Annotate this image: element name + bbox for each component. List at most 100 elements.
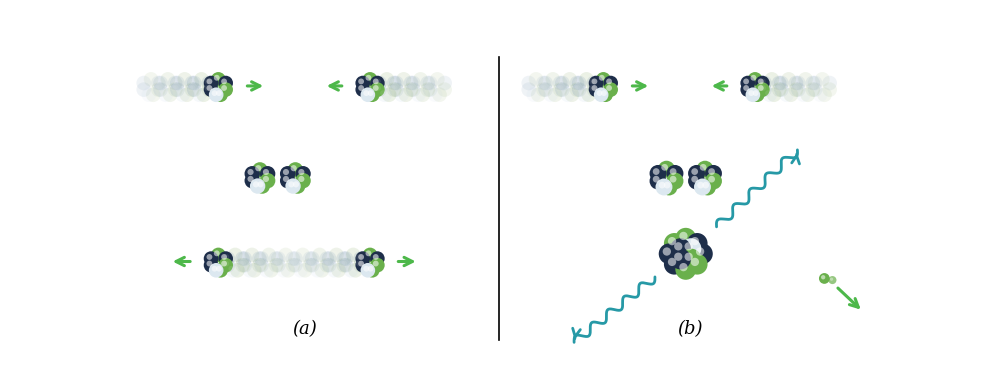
Circle shape bbox=[363, 72, 377, 87]
Circle shape bbox=[791, 82, 806, 97]
Circle shape bbox=[765, 72, 779, 87]
Circle shape bbox=[558, 79, 564, 84]
Circle shape bbox=[679, 263, 688, 271]
Circle shape bbox=[207, 261, 212, 266]
Circle shape bbox=[288, 162, 303, 178]
Circle shape bbox=[303, 251, 317, 266]
Circle shape bbox=[538, 76, 553, 90]
Circle shape bbox=[524, 85, 530, 91]
Circle shape bbox=[810, 79, 816, 84]
Circle shape bbox=[255, 261, 261, 266]
Circle shape bbox=[221, 258, 235, 272]
Circle shape bbox=[440, 85, 446, 91]
Circle shape bbox=[136, 82, 151, 97]
Circle shape bbox=[791, 76, 806, 90]
Circle shape bbox=[166, 90, 171, 96]
Circle shape bbox=[380, 72, 394, 87]
Circle shape bbox=[830, 278, 833, 281]
Circle shape bbox=[694, 179, 711, 195]
Circle shape bbox=[190, 85, 196, 91]
Circle shape bbox=[212, 90, 217, 96]
Circle shape bbox=[295, 166, 311, 181]
Circle shape bbox=[743, 79, 749, 84]
Circle shape bbox=[777, 79, 783, 84]
Circle shape bbox=[195, 90, 201, 96]
Circle shape bbox=[748, 90, 754, 96]
Circle shape bbox=[355, 258, 370, 272]
Circle shape bbox=[278, 248, 293, 262]
Circle shape bbox=[353, 258, 368, 272]
Circle shape bbox=[697, 161, 713, 178]
Circle shape bbox=[262, 266, 268, 272]
Circle shape bbox=[156, 79, 162, 84]
Circle shape bbox=[213, 88, 228, 102]
Circle shape bbox=[587, 76, 601, 90]
Circle shape bbox=[387, 82, 402, 97]
Circle shape bbox=[801, 75, 807, 81]
Circle shape bbox=[758, 85, 764, 91]
Circle shape bbox=[570, 82, 584, 97]
Circle shape bbox=[373, 254, 379, 260]
Circle shape bbox=[828, 276, 836, 284]
Circle shape bbox=[149, 90, 155, 96]
Circle shape bbox=[202, 82, 216, 97]
Circle shape bbox=[820, 90, 826, 96]
Circle shape bbox=[288, 181, 294, 187]
Circle shape bbox=[291, 261, 297, 266]
Circle shape bbox=[218, 82, 233, 97]
Circle shape bbox=[687, 233, 708, 254]
Circle shape bbox=[136, 76, 151, 90]
Circle shape bbox=[685, 252, 693, 261]
Circle shape bbox=[154, 79, 160, 84]
Circle shape bbox=[696, 247, 704, 256]
Circle shape bbox=[283, 169, 289, 175]
Circle shape bbox=[266, 266, 272, 272]
Circle shape bbox=[650, 165, 666, 182]
Circle shape bbox=[664, 182, 671, 189]
Circle shape bbox=[348, 263, 363, 278]
Circle shape bbox=[825, 79, 831, 84]
Circle shape bbox=[421, 76, 435, 90]
Circle shape bbox=[555, 76, 570, 90]
Circle shape bbox=[313, 266, 319, 272]
Circle shape bbox=[697, 182, 704, 189]
Circle shape bbox=[139, 85, 145, 91]
Circle shape bbox=[659, 182, 665, 189]
Circle shape bbox=[589, 76, 603, 90]
Circle shape bbox=[774, 76, 789, 90]
Circle shape bbox=[204, 85, 210, 91]
Circle shape bbox=[218, 258, 233, 272]
Circle shape bbox=[653, 168, 660, 175]
Circle shape bbox=[237, 251, 252, 266]
Circle shape bbox=[240, 254, 246, 260]
Circle shape bbox=[664, 254, 685, 275]
Circle shape bbox=[406, 76, 421, 90]
Circle shape bbox=[274, 254, 280, 260]
Circle shape bbox=[370, 251, 385, 266]
Circle shape bbox=[592, 79, 597, 84]
Circle shape bbox=[799, 90, 805, 96]
Circle shape bbox=[575, 85, 581, 91]
Circle shape bbox=[153, 82, 168, 97]
Circle shape bbox=[748, 72, 762, 87]
Circle shape bbox=[320, 258, 334, 272]
Circle shape bbox=[204, 82, 218, 97]
Circle shape bbox=[218, 251, 233, 266]
Circle shape bbox=[180, 88, 194, 102]
Circle shape bbox=[213, 263, 228, 278]
Circle shape bbox=[274, 261, 280, 266]
Circle shape bbox=[373, 79, 379, 84]
Circle shape bbox=[286, 258, 300, 272]
Circle shape bbox=[171, 79, 177, 84]
Circle shape bbox=[358, 85, 364, 91]
Circle shape bbox=[786, 90, 792, 96]
Circle shape bbox=[387, 76, 402, 90]
Circle shape bbox=[401, 90, 407, 96]
Circle shape bbox=[173, 79, 179, 84]
Circle shape bbox=[740, 76, 755, 90]
Circle shape bbox=[668, 237, 676, 245]
Circle shape bbox=[375, 85, 381, 91]
Circle shape bbox=[361, 263, 375, 278]
Circle shape bbox=[322, 251, 336, 266]
Circle shape bbox=[757, 82, 772, 97]
